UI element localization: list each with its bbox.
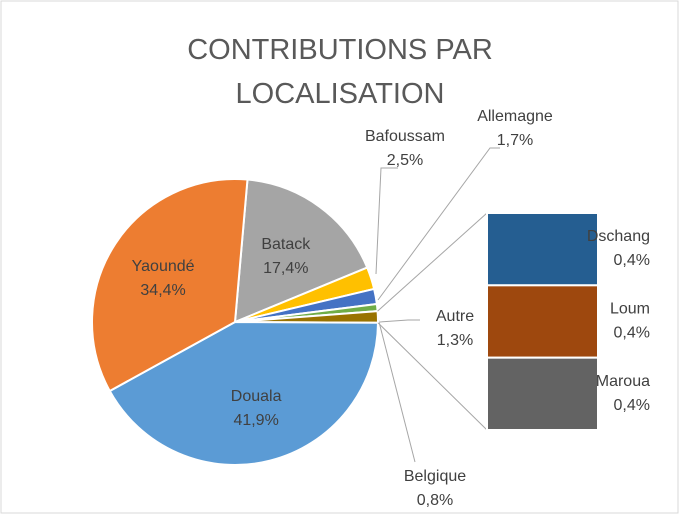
value-label: 0,8% xyxy=(417,492,453,509)
value-label: 0,4% xyxy=(614,325,650,342)
data-label: Douala 41,9% xyxy=(231,388,282,429)
value-label: 0,4% xyxy=(614,252,650,269)
leader-line xyxy=(377,317,416,463)
leader-line xyxy=(379,319,420,323)
data-label: Allemagne 1,7% xyxy=(477,108,553,149)
category-label: Dschang xyxy=(587,228,650,245)
category-label: Loum xyxy=(610,301,650,318)
value-label: 1,7% xyxy=(497,132,533,149)
value-label: 17,4% xyxy=(263,260,308,277)
leader-line xyxy=(375,167,398,275)
bar-segment xyxy=(486,284,599,359)
category-label: Belgique xyxy=(404,468,466,485)
data-label: Autre 1,3% xyxy=(436,308,474,349)
data-label: Belgique 0,8% xyxy=(404,468,466,509)
bar-segment xyxy=(486,212,599,287)
value-label: 41,9% xyxy=(233,412,278,429)
bar-label: Dschang 0,4% xyxy=(587,228,650,269)
data-label: Batack 17,4% xyxy=(261,236,311,277)
pie-slice xyxy=(108,320,380,466)
connector xyxy=(377,322,488,431)
leader-line xyxy=(377,147,500,301)
pie-slice xyxy=(233,178,369,324)
category-label: Maroua xyxy=(596,373,650,390)
value-label: 2,5% xyxy=(387,152,423,169)
category-label: Yaoundé xyxy=(132,258,195,275)
pie-slice xyxy=(91,178,249,393)
value-label: 0,4% xyxy=(614,397,650,414)
bar-label: Loum 0,4% xyxy=(610,301,650,342)
value-label: 1,3% xyxy=(437,332,473,349)
data-label: Bafoussam 2,5% xyxy=(365,128,445,169)
category-label: Douala xyxy=(231,388,282,405)
value-label: 34,4% xyxy=(140,282,185,299)
category-label: Bafoussam xyxy=(365,128,445,145)
data-label: Yaoundé 34,4% xyxy=(132,258,195,299)
connector xyxy=(377,212,488,312)
category-label: Batack xyxy=(261,236,311,253)
category-label: Autre xyxy=(436,308,474,325)
category-label: Allemagne xyxy=(477,108,553,125)
bar-label: Maroua 0,4% xyxy=(596,373,650,414)
chart-title: CONTRIBUTIONS PAR LOCALISATION xyxy=(187,34,493,110)
bar-segment xyxy=(486,356,599,431)
